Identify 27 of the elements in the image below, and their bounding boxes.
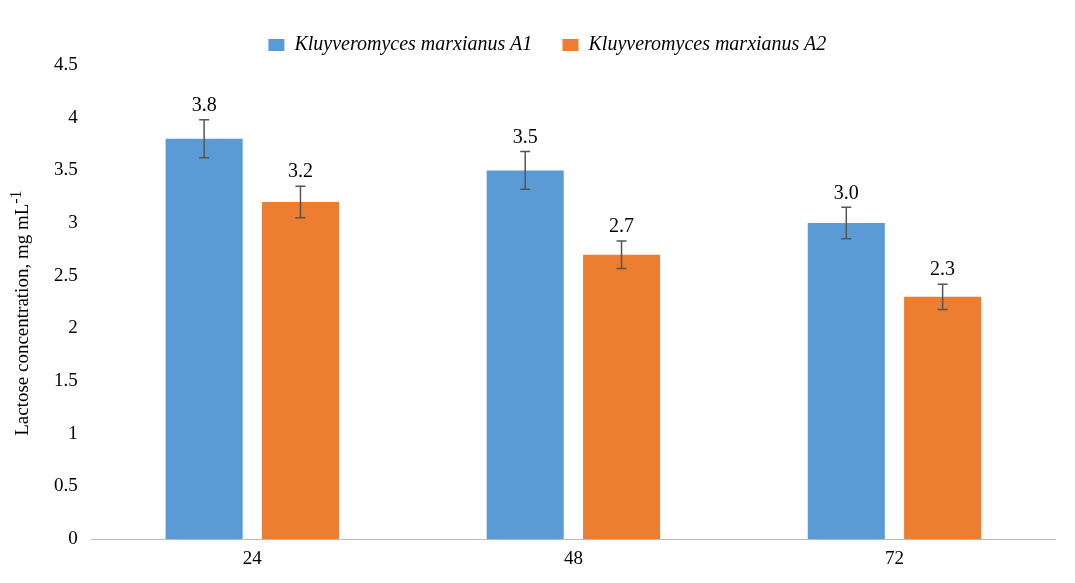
bar: [807, 223, 885, 540]
x-tick-label: 24: [242, 546, 263, 568]
y-tick-label: 1: [68, 421, 78, 443]
bar: [261, 201, 339, 540]
legend-label: Kluyveromyces marxianus A1: [293, 32, 533, 56]
data-label: 3.8: [191, 93, 217, 116]
y-tick-label: 4: [68, 105, 79, 127]
x-tick-label: 48: [563, 546, 583, 568]
bar: [486, 170, 564, 540]
bar: [904, 296, 982, 540]
data-label: 3.0: [833, 180, 859, 203]
y-tick-label: 3.5: [54, 158, 78, 180]
y-tick-label: 0.5: [54, 474, 78, 496]
y-tick-label: 0: [68, 527, 78, 549]
y-tick-label: 3: [68, 211, 78, 233]
x-tick-label: 72: [884, 546, 904, 568]
data-label: 3.5: [512, 124, 538, 147]
legend-label: Kluyveromyces marxianus A2: [587, 32, 827, 56]
y-tick-label: 2: [68, 316, 78, 338]
y-tick-label: 1.5: [54, 369, 78, 391]
y-tick-label: 2.5: [54, 263, 78, 285]
data-label: 3.2: [287, 159, 313, 182]
data-label: 2.7: [609, 214, 635, 237]
data-label: 2.3: [930, 257, 956, 280]
bar: [583, 254, 661, 540]
bar: [165, 138, 243, 540]
y-tick-label: 4.5: [54, 52, 78, 74]
